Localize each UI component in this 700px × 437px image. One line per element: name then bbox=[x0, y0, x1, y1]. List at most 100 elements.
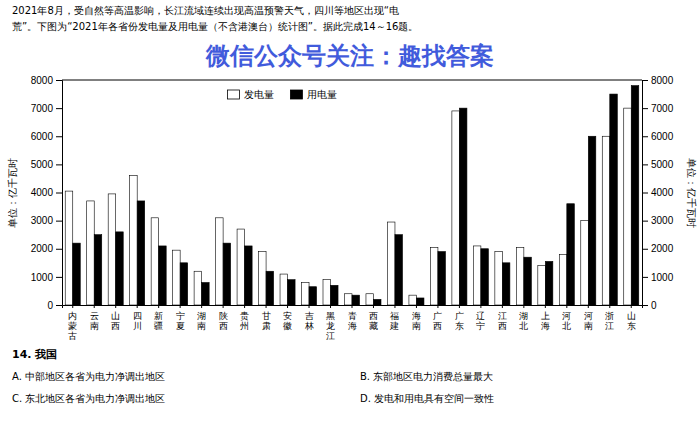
bar bbox=[344, 294, 352, 305]
tick-mark bbox=[416, 305, 417, 308]
tick-mark bbox=[642, 277, 648, 278]
bar bbox=[237, 229, 245, 305]
bar bbox=[624, 108, 632, 305]
tick-mark bbox=[56, 136, 62, 137]
tick-mark bbox=[642, 193, 648, 194]
tick: 3000 bbox=[31, 215, 62, 226]
tick-label: 0 bbox=[47, 300, 53, 311]
bar bbox=[452, 111, 460, 305]
tick-mark bbox=[394, 305, 395, 308]
annotation: 荒”。下图为“2021年各省份发电量及用电量（不含港澳台）统计图”。据此完成14… bbox=[12, 21, 418, 32]
tick: 8000 bbox=[642, 75, 674, 86]
tick-mark bbox=[287, 305, 288, 308]
bar bbox=[409, 295, 417, 305]
bar bbox=[73, 243, 81, 305]
tick bbox=[180, 305, 181, 308]
category-labels: 内蒙古云南山西四川新疆宁夏湖南陕西贵州甘肃安徽吉林黑龙江青海西藏福建海南广西广东… bbox=[68, 311, 636, 341]
tick-mark bbox=[642, 221, 648, 222]
tick-mark bbox=[609, 305, 610, 308]
tick-label: 5000 bbox=[651, 159, 674, 170]
category-label: 贵州 bbox=[240, 311, 249, 331]
axis-line bbox=[643, 81, 649, 306]
tick: 3000 bbox=[642, 215, 674, 226]
bar bbox=[438, 252, 446, 305]
bar bbox=[323, 280, 331, 305]
tick-mark bbox=[642, 136, 648, 137]
category-label: 河南 bbox=[584, 311, 593, 331]
tick-mark bbox=[201, 305, 202, 308]
tick-mark bbox=[309, 305, 310, 308]
category-label: 辽宁 bbox=[476, 311, 485, 331]
legend-label: 用电量 bbox=[307, 89, 337, 100]
tick bbox=[437, 305, 438, 308]
axis-line bbox=[56, 81, 63, 306]
tick bbox=[94, 305, 95, 308]
tick-mark bbox=[545, 305, 546, 308]
bar bbox=[194, 271, 202, 305]
tick-mark bbox=[631, 305, 632, 308]
category-label: 黑龙江 bbox=[326, 311, 335, 341]
bar bbox=[366, 294, 374, 305]
tick-label: 8000 bbox=[651, 75, 674, 86]
bar bbox=[473, 246, 481, 305]
tick-mark bbox=[94, 305, 95, 308]
tick-label: 4000 bbox=[651, 187, 674, 198]
bar-series bbox=[73, 86, 639, 305]
tick bbox=[459, 305, 460, 308]
tick bbox=[287, 305, 288, 308]
tick bbox=[223, 305, 224, 308]
annotation: 2021年8月，受自然等高温影响，长江流域连续出现高温预警天气，四川等地区出现“… bbox=[12, 5, 399, 16]
x-axis bbox=[63, 305, 643, 308]
category-label: 广西 bbox=[433, 311, 442, 331]
tick bbox=[330, 305, 331, 308]
tick-mark bbox=[330, 305, 331, 308]
category-label: 新疆 bbox=[154, 311, 163, 331]
bar bbox=[288, 280, 296, 305]
tick-label: 6000 bbox=[651, 131, 674, 142]
tick-label: 7000 bbox=[651, 103, 674, 114]
tick-label: 7000 bbox=[31, 103, 54, 114]
category-label: 湖南 bbox=[197, 311, 206, 331]
tick-mark bbox=[566, 305, 567, 308]
tick-mark bbox=[352, 305, 353, 308]
tick bbox=[394, 305, 395, 308]
category-label: 内蒙古 bbox=[68, 311, 77, 341]
category-label: 山西 bbox=[111, 311, 120, 331]
tick-mark bbox=[158, 305, 159, 308]
bar bbox=[352, 295, 360, 305]
tick: 2000 bbox=[642, 243, 674, 254]
tick-mark bbox=[56, 193, 62, 194]
tick bbox=[352, 305, 353, 308]
category-label: 广东 bbox=[455, 311, 464, 331]
bar bbox=[130, 176, 138, 305]
tick bbox=[502, 305, 503, 308]
category-label: 甘肃 bbox=[262, 311, 271, 331]
bars bbox=[65, 86, 639, 305]
tick: 2000 bbox=[31, 243, 62, 254]
tick-label: 4000 bbox=[31, 187, 54, 198]
legend-label: 发电量 bbox=[244, 89, 274, 100]
bar bbox=[266, 271, 274, 305]
bar bbox=[416, 298, 424, 305]
bar bbox=[588, 136, 596, 305]
tick: 0 bbox=[642, 300, 657, 311]
bar bbox=[280, 274, 288, 305]
legend-swatch bbox=[227, 90, 239, 99]
chart: 2021年8月，受自然等高温影响，长江流域连续出现高温预警天气，四川等地区出现“… bbox=[0, 0, 700, 437]
tick-mark bbox=[223, 305, 224, 308]
bar bbox=[516, 247, 524, 305]
category-label: 安徽 bbox=[283, 311, 292, 331]
tick bbox=[545, 305, 546, 308]
tick: 6000 bbox=[642, 131, 674, 142]
tick bbox=[373, 305, 374, 308]
watermark: 微信公众号关注：趣找答案 bbox=[205, 42, 494, 70]
tick-label: 1000 bbox=[651, 272, 674, 283]
tick: 5000 bbox=[31, 159, 62, 170]
tick bbox=[631, 305, 632, 308]
tick-label: 5000 bbox=[31, 159, 54, 170]
bar bbox=[459, 108, 467, 305]
tick bbox=[244, 305, 245, 308]
bar bbox=[216, 218, 224, 305]
bar bbox=[538, 266, 546, 305]
tick: 4000 bbox=[31, 187, 62, 198]
